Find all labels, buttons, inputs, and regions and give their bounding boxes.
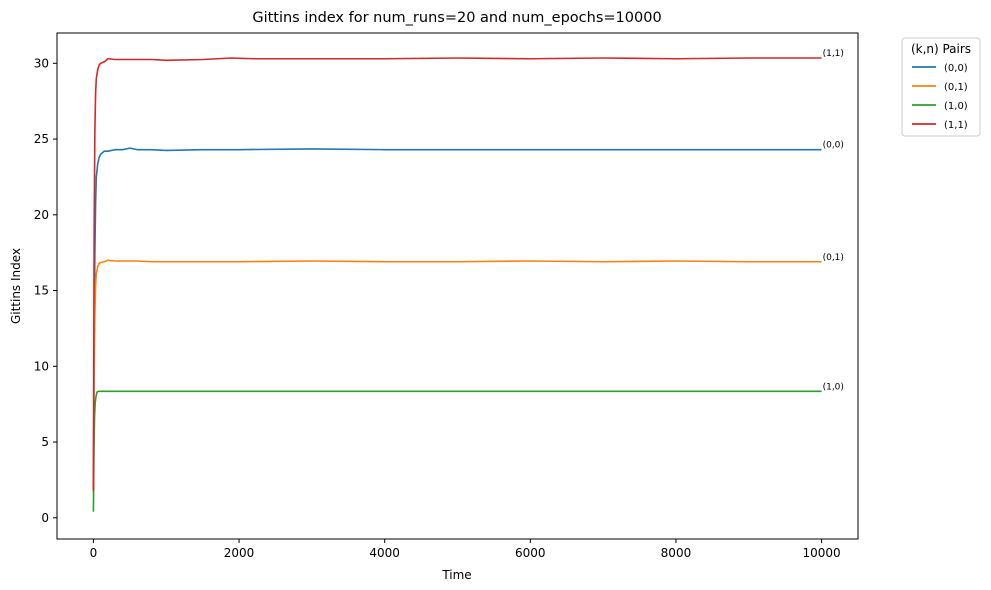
- x-tick-label: 2000: [224, 546, 255, 560]
- legend-entry-label: (1,1): [944, 120, 968, 131]
- legend-entry-label: (0,0): [944, 63, 968, 74]
- series-lines: [92, 57, 822, 512]
- y-tick-label: 30: [34, 56, 49, 70]
- series-end-label: (1,0): [823, 382, 844, 392]
- y-tick-label: 5: [41, 435, 49, 449]
- legend-entry-label: (1,0): [944, 101, 968, 112]
- series-end-label: (0,1): [823, 253, 844, 263]
- y-axis-label: Gittins Index: [9, 248, 23, 324]
- plot-area: [56, 32, 859, 540]
- series-line: [92, 57, 822, 491]
- x-tick-label: 10000: [802, 546, 840, 560]
- series-end-label: (1,1): [823, 49, 844, 59]
- series-line: [92, 259, 822, 494]
- series-end-label: (0,0): [823, 141, 844, 151]
- x-axis-label: Time: [441, 568, 471, 582]
- series-line: [92, 147, 822, 491]
- x-tick-label: 0: [90, 546, 98, 560]
- legend-frame: [901, 37, 981, 137]
- legend-title: (k,n) Pairs: [911, 42, 971, 56]
- y-tick-label: 25: [34, 132, 49, 146]
- series-end-labels: (0,0) (0,1) (1,0) (1,1): [823, 49, 844, 392]
- series-line: [92, 390, 822, 512]
- x-tick-label: 6000: [515, 546, 546, 560]
- plot-frame: [56, 32, 859, 540]
- legend-entry-label: (0,1): [944, 82, 968, 93]
- x-axis: 0 2000 4000 6000 8000 10000: [90, 539, 841, 560]
- y-tick-label: 10: [34, 359, 49, 373]
- legend: (k,n) Pairs (0,0) (0,1) (1,0) (1,1): [901, 37, 981, 137]
- y-tick-label: 15: [34, 284, 49, 298]
- x-tick-label: 8000: [661, 546, 692, 560]
- x-tick-label: 4000: [369, 546, 400, 560]
- y-axis: 0 5 10 15 20 25 30: [34, 56, 57, 525]
- chart-title: Gittins index for num_runs=20 and num_ep…: [252, 10, 661, 26]
- y-tick-label: 0: [41, 511, 49, 525]
- legend-entries: (0,0) (0,1) (1,0) (1,1): [912, 63, 968, 131]
- y-tick-label: 20: [34, 208, 49, 222]
